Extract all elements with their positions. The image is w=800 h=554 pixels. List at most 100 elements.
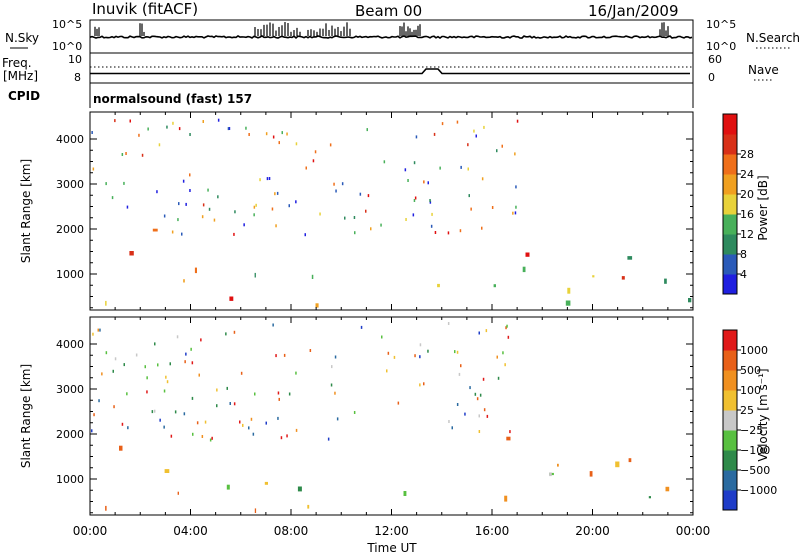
heatmap-cell <box>557 463 559 467</box>
heatmap-cell <box>213 218 216 222</box>
nave-label: Nave <box>748 63 779 77</box>
heatmap-cell <box>509 430 511 434</box>
heatmap-cell <box>451 426 453 430</box>
heatmap-cell <box>254 508 257 513</box>
heatmap-cell <box>176 335 179 339</box>
heatmap-cell <box>204 420 207 424</box>
heatmap-cell <box>177 218 179 222</box>
heatmap-cell <box>156 190 158 194</box>
heatmap-cell <box>266 177 269 181</box>
heatmap-cell <box>126 392 128 396</box>
heatmap-cell <box>265 421 267 425</box>
power-heatmap <box>91 118 692 308</box>
heatmap-cell <box>549 472 552 477</box>
heatmap-cell <box>105 351 108 355</box>
heatmap-cell <box>189 173 191 177</box>
heatmap-cell <box>380 223 382 227</box>
heatmap-cell <box>259 178 261 182</box>
heatmap-cell <box>504 363 506 367</box>
heatmap-cell <box>171 230 174 234</box>
heatmap-cell <box>163 389 166 393</box>
heatmap-cell <box>496 355 498 359</box>
heatmap-cell <box>366 128 368 132</box>
heatmap-cell <box>135 353 138 357</box>
heatmap-cell <box>467 167 469 171</box>
nsky-trace <box>89 22 693 39</box>
colorbar-cell <box>723 450 737 471</box>
heatmap-cell <box>169 362 171 366</box>
heatmap-cell <box>415 135 418 139</box>
heatmap-cell <box>430 224 433 228</box>
time-tick-label: 12:00 <box>374 524 409 538</box>
heatmap-cell <box>397 401 400 405</box>
heatmap-cell <box>166 380 169 384</box>
heatmap-cell <box>154 342 156 346</box>
heatmap-cell <box>414 354 416 358</box>
heatmap-cell <box>414 196 417 200</box>
heatmap-cell <box>243 223 245 227</box>
y-tick-label: 1000 <box>56 473 84 486</box>
heatmap-cell <box>159 418 161 422</box>
heatmap-cell <box>98 399 100 403</box>
time-tick-label: 16:00 <box>475 524 510 538</box>
heatmap-cell <box>105 182 107 186</box>
heatmap-cell <box>183 279 185 283</box>
heatmap-cell <box>403 491 407 496</box>
heatmap-cell <box>354 231 356 235</box>
heatmap-cell <box>295 428 298 432</box>
heatmap-cell <box>335 189 337 193</box>
colorbar-tick-label: 100 <box>740 384 761 397</box>
heatmap-cell <box>405 218 407 221</box>
y-tick-label: 3000 <box>56 383 84 396</box>
heatmap-cell <box>493 284 496 288</box>
heatmap-cell <box>92 332 94 336</box>
heatmap-cell <box>423 382 425 386</box>
heatmap-cell <box>99 328 101 332</box>
heatmap-cell <box>283 353 286 357</box>
heatmap-cell <box>200 338 202 342</box>
colorbar-tick-label: 4 <box>740 268 747 281</box>
heatmap-cell <box>216 404 218 408</box>
heatmap-cell <box>504 495 508 502</box>
colorbar-tick-label: 500 <box>740 364 761 377</box>
colorbar-cell <box>723 410 737 431</box>
heatmap-cell <box>476 397 479 401</box>
heatmap-cell <box>627 256 633 260</box>
heatmap-cell <box>189 189 191 192</box>
heatmap-cell <box>565 300 571 306</box>
heatmap-cell <box>334 391 336 395</box>
power-colorbar-label: Power [dB] <box>756 175 770 240</box>
heatmap-cell <box>182 179 185 183</box>
heatmap-cell <box>165 375 167 379</box>
heatmap-cell <box>207 188 209 192</box>
velocity-x-axis <box>89 317 694 515</box>
y-tick-label: 4000 <box>56 338 84 351</box>
heatmap-cell <box>112 369 114 373</box>
heatmap-cell <box>404 168 407 172</box>
heatmap-cell <box>621 276 625 280</box>
heatmap-cell <box>628 458 632 463</box>
colorbar-tick-label: −1000 <box>740 484 777 497</box>
heatmap-cell <box>208 207 211 211</box>
heatmap-cell <box>512 211 514 215</box>
heatmap-cell <box>448 420 450 423</box>
heatmap-cell <box>515 205 517 209</box>
heatmap-cell <box>271 207 274 211</box>
colorbar-cell <box>723 470 737 491</box>
heatmap-cell <box>664 278 667 284</box>
heatmap-cell <box>482 377 485 381</box>
heatmap-cell <box>183 412 186 416</box>
heatmap-cell <box>275 224 277 228</box>
heatmap-cell <box>336 417 339 421</box>
heatmap-cell <box>344 216 346 220</box>
colorbar-cell <box>723 370 737 391</box>
heatmap-cell <box>460 165 462 169</box>
heatmap-cell <box>304 233 306 237</box>
heatmap-cell <box>481 177 484 181</box>
heatmap-cell <box>274 192 276 196</box>
heatmap-cell <box>309 349 312 352</box>
heatmap-cell <box>497 376 500 380</box>
heatmap-cell <box>486 414 489 418</box>
y-tick-label: 3000 <box>56 178 84 191</box>
power-colorbar: 4 8 12 16 20 24 28 <box>722 113 754 295</box>
